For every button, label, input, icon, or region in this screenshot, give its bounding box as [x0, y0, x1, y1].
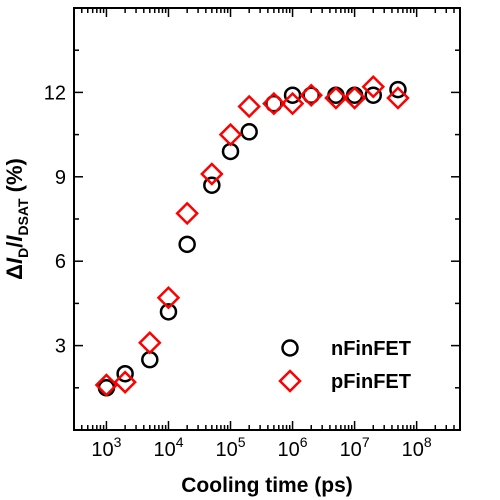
pFinFET-point	[138, 331, 162, 355]
x-tick-label: 106	[278, 434, 308, 461]
x-tick-label: 107	[340, 434, 370, 461]
y-axis-title-slash: /	[2, 242, 27, 248]
y-tick-label: 12	[44, 82, 66, 104]
x-tick-label: 103	[91, 434, 121, 461]
pFinFET-point	[299, 83, 324, 107]
legend-marker-nFinFET	[281, 339, 299, 357]
y-axis-title-unit: (%)	[2, 158, 27, 198]
pFinFET-point	[386, 86, 410, 110]
plot-frame	[73, 7, 461, 431]
x-axis-title: Cooling time (ps)	[181, 474, 353, 497]
y-tick-label: 6	[55, 251, 66, 273]
pFinFET-point	[218, 122, 243, 147]
nFinFET-point	[178, 235, 196, 254]
pFinFET-point	[262, 91, 286, 116]
pFinFET-point	[361, 75, 386, 99]
y-tick-label: 9	[55, 167, 66, 189]
pFinFET-point	[113, 370, 137, 394]
nFinFET-point	[364, 86, 383, 104]
x-tick-label: 104	[153, 434, 183, 461]
y-axis-title-sub2: DSAT	[15, 198, 31, 236]
y-axis-title-sub1: D	[15, 248, 31, 258]
y-axis-title-i2: I	[2, 235, 27, 242]
pFinFET-point	[237, 94, 261, 119]
x-axis: 103 104 105 106 107 108	[73, 8, 461, 461]
pFinFET-point	[324, 86, 348, 110]
nFinFET-point	[240, 123, 258, 141]
y-axis-title: ΔID/IDSAT (%)	[2, 158, 31, 280]
nFinFET-point	[116, 364, 134, 383]
pFinFET-point	[156, 286, 181, 310]
data-points	[94, 75, 410, 397]
pFinFET-point	[342, 86, 367, 110]
x-tick-label: 108	[402, 434, 432, 461]
nFinFET-point	[159, 303, 178, 321]
y-tick-label: 3	[55, 336, 66, 358]
legend-label-pFinFET: pFinFET	[331, 371, 411, 393]
y-axis-title-delta: Δ	[2, 264, 27, 280]
y-axis: 3 6 9 12	[44, 49, 460, 389]
nFinFET-point	[97, 379, 116, 397]
nFinFET-point	[327, 86, 345, 104]
nFinFET-point	[203, 176, 221, 194]
pFinFET-point	[280, 91, 305, 116]
pFinFET-point	[175, 201, 199, 226]
legend: nFinFET pFinFET	[278, 338, 411, 393]
nFinFET-point	[389, 80, 407, 99]
legend-marker-pFinFET	[278, 369, 302, 393]
x-tick-label: 105	[215, 434, 245, 461]
y-axis-title-i1: I	[2, 257, 27, 264]
nFinFET-point	[345, 86, 364, 104]
nFinFET-point	[302, 86, 320, 104]
pFinFET-point	[94, 373, 119, 397]
pFinFET-point	[200, 162, 224, 186]
legend-label-nFinFET: nFinFET	[331, 338, 411, 360]
